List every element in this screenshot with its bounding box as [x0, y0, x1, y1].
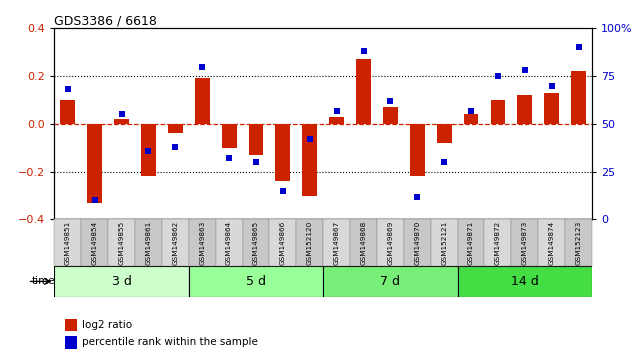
Point — [63, 87, 73, 92]
Text: GSM149869: GSM149869 — [387, 220, 394, 265]
Point — [547, 83, 557, 88]
Text: GSM152121: GSM152121 — [441, 220, 447, 265]
Text: GSM149866: GSM149866 — [280, 220, 286, 265]
Point — [439, 159, 449, 165]
Text: GSM149855: GSM149855 — [118, 220, 125, 265]
Bar — [356, 59, 371, 124]
Point — [143, 148, 154, 154]
Text: GSM149868: GSM149868 — [360, 220, 367, 265]
Bar — [544, 93, 559, 124]
Point — [493, 73, 503, 79]
Text: GSM149864: GSM149864 — [226, 220, 232, 265]
Point — [385, 98, 396, 104]
Text: GSM152123: GSM152123 — [575, 220, 582, 265]
Bar — [329, 117, 344, 124]
Text: GSM149867: GSM149867 — [333, 220, 340, 265]
Text: GDS3386 / 6618: GDS3386 / 6618 — [54, 14, 157, 27]
Point — [224, 155, 234, 161]
Point — [90, 198, 100, 203]
Text: 5 d: 5 d — [246, 275, 266, 288]
Text: GSM149854: GSM149854 — [92, 220, 98, 265]
Bar — [168, 124, 183, 133]
Bar — [463, 114, 479, 124]
Text: 14 d: 14 d — [511, 275, 539, 288]
Bar — [65, 319, 77, 331]
Point — [170, 144, 180, 150]
Bar — [458, 266, 592, 297]
Bar — [383, 107, 398, 124]
Text: GSM149861: GSM149861 — [145, 220, 152, 265]
Text: GSM149863: GSM149863 — [199, 220, 205, 265]
Bar — [195, 79, 210, 124]
Point — [197, 64, 207, 69]
Point — [278, 188, 288, 194]
Bar — [517, 95, 532, 124]
Bar — [436, 124, 452, 143]
Point — [251, 159, 261, 165]
Text: GSM152120: GSM152120 — [307, 220, 313, 265]
Bar — [54, 266, 189, 297]
Point — [466, 108, 476, 113]
Bar — [571, 71, 586, 124]
Text: 3 d: 3 d — [111, 275, 132, 288]
Bar — [410, 124, 425, 176]
Bar — [60, 100, 76, 124]
Bar — [302, 124, 317, 195]
Bar — [323, 266, 458, 297]
Point — [412, 194, 422, 199]
Point — [358, 48, 369, 54]
Bar — [490, 100, 506, 124]
Text: percentile rank within the sample: percentile rank within the sample — [83, 337, 258, 347]
Bar — [221, 124, 237, 148]
Text: 7 d: 7 d — [380, 275, 401, 288]
Point — [116, 112, 127, 117]
Bar — [248, 124, 264, 155]
Bar — [87, 124, 102, 203]
Bar — [141, 124, 156, 176]
Text: GSM149862: GSM149862 — [172, 220, 179, 265]
Text: GSM149865: GSM149865 — [253, 220, 259, 265]
Point — [520, 68, 530, 73]
Bar — [275, 124, 291, 181]
Point — [332, 108, 342, 113]
Text: time: time — [31, 276, 55, 286]
Bar — [114, 119, 129, 124]
Point — [573, 45, 584, 50]
Bar — [65, 336, 77, 349]
Text: GSM149872: GSM149872 — [495, 220, 501, 265]
Text: GSM149870: GSM149870 — [414, 220, 420, 265]
Text: GSM149874: GSM149874 — [548, 220, 555, 265]
Bar — [189, 266, 323, 297]
Text: GSM149873: GSM149873 — [522, 220, 528, 265]
Text: GSM149871: GSM149871 — [468, 220, 474, 265]
Text: log2 ratio: log2 ratio — [83, 320, 132, 330]
Text: GSM149851: GSM149851 — [65, 220, 71, 265]
Point — [305, 136, 315, 142]
